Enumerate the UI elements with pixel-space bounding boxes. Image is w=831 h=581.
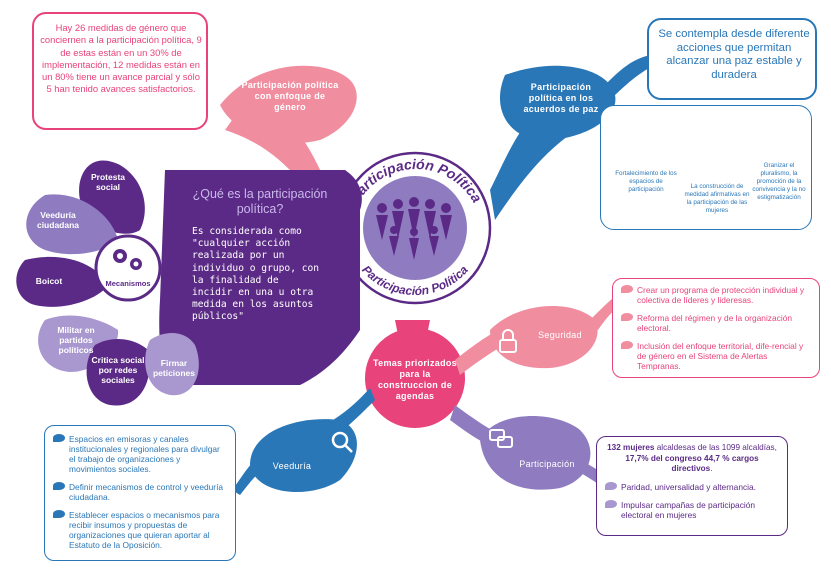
petal-label-critica: Critica social por redes sociales [91,355,145,385]
mechanisms-title: Mecanismos [105,279,151,288]
peace-info-box: Se contempla desde diferente acciones qu… [647,18,817,100]
petal-label-militar: Militar en partidos políticos [57,325,95,355]
petal-label-veeduria: Veeduría ciudadana [36,210,80,230]
gender-info-box: Hay 26 medidas de género que conciernen … [32,12,208,130]
topics-circle [365,328,465,428]
definition-panel-shape [159,170,362,385]
leaf-gender [220,65,357,144]
participacion-item: Paridad, universalidad y alternancia. [605,481,779,492]
svg-text:Participación Política: Participación Política [359,262,471,298]
veeduria-list: Espacios en emisoras y canales instituci… [53,434,227,550]
security-item: Reforma del régimen y de la organización… [621,313,811,333]
petal-firmar [145,333,199,396]
mechanisms-flower [16,160,199,406]
security-item: Crear un programa de protección individu… [621,285,811,305]
leaf-peace [499,65,616,140]
petal-label-boicot: Boicot [35,276,63,286]
security-branch-label: Seguridad [538,330,582,340]
magnifier-icon [331,431,353,453]
peace-branch-label: Participación política en los acuerdos d… [523,82,599,114]
veeduria-item: Definir mecanismos de control y veeduría… [53,482,227,502]
veeduria-item: Establecer espacios o mecanismos para re… [53,510,227,550]
participacion-box: 132 mujeres alcaldesas de las 1099 alcal… [596,436,788,536]
connector-peace-box [600,55,655,100]
center-title-top: Participación Política [347,156,486,205]
veeduria-branch-label: Veeduría [272,461,312,471]
security-box: Crear un programa de protección individu… [612,278,820,378]
leaf-participacion [480,416,591,490]
peace-item-b-text: La construcción de medidad afirmativas e… [684,183,750,214]
veeduria-box: Espacios en emisoras y canales instituci… [44,425,236,561]
topics-title: Temas priorizados para la construccion d… [373,358,457,401]
veeduria-item: Espacios en emisoras y canales instituci… [53,434,227,474]
petal-label-protesta: Protesta social [90,172,125,192]
peace-item-b-letter: B [713,147,723,162]
peace-info-text: Se contempla desde diferente acciones qu… [658,28,810,81]
people-icon [376,197,452,260]
participacion-list: Paridad, universalidad y alternancia. Im… [605,481,779,520]
mechanisms-hub [94,234,162,302]
participacion-stats: 132 mujeres alcaldesas de las 1099 alcal… [607,443,777,473]
leaf-veeduria [250,419,357,492]
petal-label-firmar: Firmar peticiones [152,358,196,378]
gender-branch-label: Participación política con enfoque de gé… [241,80,339,112]
speech-bubbles-icon [489,429,513,448]
leaf-security [490,306,598,369]
peace-item-c-text: Granizar el pluralismo, la promoción de … [752,162,806,201]
peace-items-box [600,105,812,230]
security-list: Crear un programa de protección individu… [621,285,811,371]
definition-text: Es considerada como "cualquier acción re… [192,226,320,323]
participacion-branch-label: Participación [519,459,575,469]
gender-info-text: Hay 26 medidas de género que conciernen … [40,22,202,95]
peace-item-a-text: Fortalecimiento de los espacios de parti… [615,170,677,193]
petal-boicot [16,256,108,307]
lock-icon [499,329,517,353]
petal-critica [86,338,150,406]
security-item: Inclusión del enfoque territorial, dife-… [621,341,811,371]
connector-veeduria-box [232,460,265,495]
definition-question: ¿Qué es la participación política? [192,187,328,216]
peace-item-c-letter: C [751,133,761,148]
center-title-bottom: Participación Política [359,262,471,298]
participacion-item: Impulsar campañas de participación elect… [605,499,779,520]
petal-veeduria [26,194,118,255]
gears-icon [113,249,142,270]
svg-text:Participación Política: Participación Política [347,156,486,205]
peace-item-a-letter: A [675,133,685,148]
